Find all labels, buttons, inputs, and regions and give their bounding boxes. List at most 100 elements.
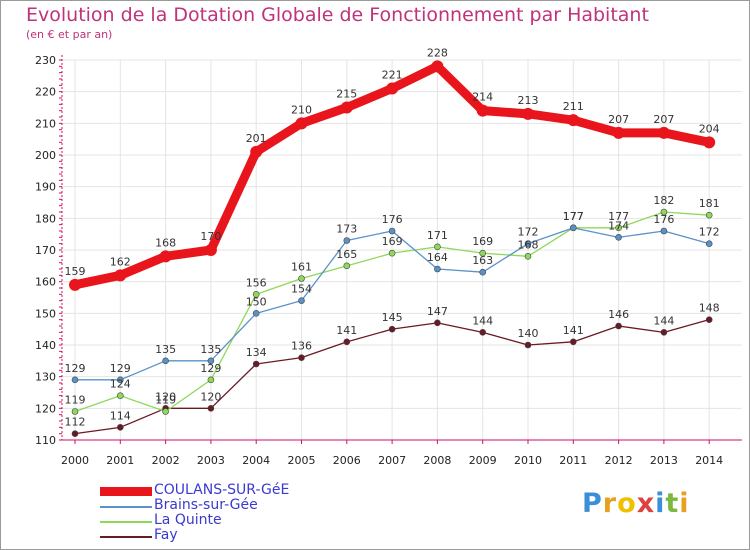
data-point <box>703 136 716 149</box>
x-tick-label: 2006 <box>333 454 361 467</box>
data-label: 215 <box>336 88 357 101</box>
data-point <box>660 227 668 235</box>
x-tick-label: 2004 <box>242 454 270 467</box>
data-point <box>615 234 622 241</box>
data-point <box>524 240 532 247</box>
data-label: 173 <box>336 223 357 236</box>
y-tick-label: 210 <box>35 117 56 130</box>
x-tick-label: 2008 <box>423 454 451 467</box>
data-label: 176 <box>382 213 403 226</box>
data-label: 221 <box>382 69 403 82</box>
x-tick-label: 2003 <box>197 454 225 467</box>
data-point <box>524 253 532 260</box>
data-point <box>343 262 351 270</box>
data-label: 171 <box>427 229 448 242</box>
data-point <box>71 376 79 384</box>
data-point <box>388 227 396 235</box>
data-point <box>117 424 124 431</box>
data-label: 124 <box>110 378 131 391</box>
data-label: 129 <box>200 362 221 375</box>
data-label: 176 <box>653 213 674 226</box>
data-label: 164 <box>427 251 448 264</box>
data-point <box>159 250 172 263</box>
y-tick-label: 150 <box>35 307 56 320</box>
legend-label: Brains-sur-Gée <box>154 497 258 513</box>
data-label: 177 <box>563 210 584 223</box>
data-point <box>69 278 81 291</box>
data-point <box>476 104 489 117</box>
data-point <box>431 60 444 73</box>
data-point <box>117 376 124 384</box>
legend-swatch <box>100 521 152 523</box>
data-point <box>298 275 305 282</box>
x-tick-label: 2012 <box>605 454 633 467</box>
data-point <box>252 310 260 317</box>
data-label: 165 <box>336 248 357 261</box>
chart-title: Evolution de la Dotation Globale de Fonc… <box>26 4 649 26</box>
data-point <box>162 357 169 365</box>
data-label: 146 <box>608 308 629 321</box>
data-point <box>569 338 577 346</box>
data-label: 162 <box>110 255 131 268</box>
data-label: 145 <box>382 311 403 324</box>
data-point <box>705 211 713 219</box>
data-point <box>388 325 396 333</box>
data-point <box>522 107 534 120</box>
x-tick-label: 2010 <box>514 454 542 467</box>
x-tick-label: 2013 <box>650 454 678 467</box>
data-label: 119 <box>65 394 86 407</box>
data-label: 207 <box>608 113 629 126</box>
data-point <box>615 322 622 330</box>
data-point <box>388 249 396 257</box>
y-tick-label: 130 <box>35 371 56 384</box>
data-label: 204 <box>699 122 720 135</box>
data-point <box>207 357 215 365</box>
data-label: 154 <box>291 283 312 296</box>
y-tick-label: 120 <box>35 402 56 415</box>
data-point <box>657 126 670 139</box>
proxiti-logo: Proxiti <box>582 488 690 519</box>
data-label: 211 <box>563 100 584 113</box>
grid <box>62 59 742 441</box>
data-labels: 112 114 120 120 134 136 141 145 147 144 140 141 146 1… <box>65 46 720 428</box>
data-label: 228 <box>427 46 448 59</box>
data-point <box>479 329 487 336</box>
legend-label: COULANS-SUR-GéE <box>154 482 290 498</box>
legend-swatch <box>100 487 152 496</box>
legend-label: Fay <box>154 527 178 543</box>
data-point <box>71 408 79 415</box>
data-label: 119 <box>155 394 176 407</box>
data-label: 161 <box>291 261 312 274</box>
x-tick-label: 2009 <box>469 454 497 467</box>
data-label: 129 <box>110 362 131 375</box>
y-tick-label: 180 <box>35 212 56 225</box>
y-tick-label: 230 <box>35 54 56 67</box>
data-point <box>660 329 668 336</box>
chart-subtitle: (en € et par an) <box>26 28 113 41</box>
data-point <box>615 224 622 232</box>
data-point <box>479 268 487 276</box>
data-label: 181 <box>699 197 720 210</box>
data-label: 177 <box>563 210 584 223</box>
y-tick-label: 160 <box>35 276 56 289</box>
data-label: 207 <box>653 113 674 126</box>
data-point <box>252 360 260 368</box>
data-label: 213 <box>518 94 539 107</box>
data-point <box>298 354 305 361</box>
data-point <box>343 338 351 346</box>
data-label: 150 <box>246 295 267 308</box>
data-label: 159 <box>65 265 86 278</box>
data-point <box>117 392 124 399</box>
data-point <box>295 117 308 130</box>
y-tick-label: 200 <box>35 149 56 162</box>
y-tick-label: 220 <box>35 86 56 99</box>
data-label: 177 <box>608 210 629 223</box>
data-label: 120 <box>200 390 221 403</box>
data-point <box>340 101 353 114</box>
data-label: 174 <box>608 219 629 232</box>
data-point <box>250 145 263 158</box>
data-label: 214 <box>472 91 493 104</box>
data-label: 168 <box>518 238 539 251</box>
legend-label: La Quinte <box>154 512 222 528</box>
